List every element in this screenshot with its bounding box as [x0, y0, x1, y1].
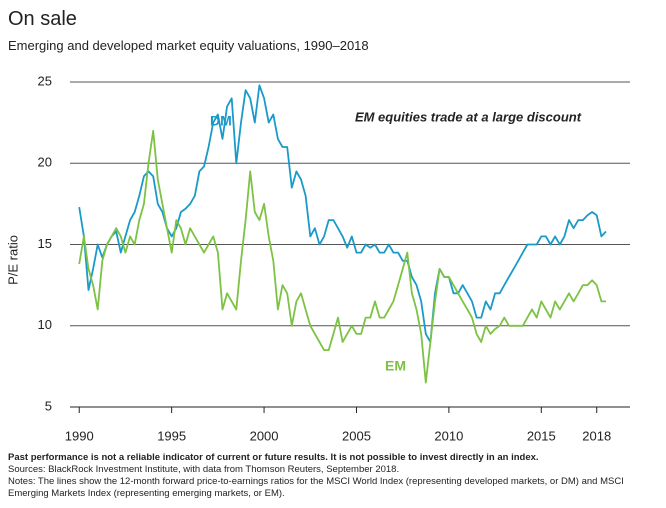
series-line — [78, 129, 606, 384]
y-tick-label: 5 — [45, 398, 52, 413]
y-tick-label: 10 — [38, 317, 52, 332]
title: On sale — [8, 8, 77, 30]
subtitle: Emerging and developed market equity val… — [8, 38, 369, 53]
x-tick-label: 2010 — [434, 428, 463, 443]
annotation: EM equities trade at a large discount — [355, 109, 582, 124]
footnote: Notes: The lines show the 12-month forwa… — [8, 476, 624, 499]
y-axis-label: P/E ratio — [5, 235, 20, 285]
footnote: Sources: BlackRock Investment Institute,… — [8, 464, 400, 475]
footnote: Past performance is not a reliable indic… — [8, 452, 539, 463]
x-tick-label: 1990 — [65, 428, 94, 443]
x-tick-label: 2000 — [250, 428, 279, 443]
annotation: EM — [385, 358, 406, 374]
y-tick-label: 25 — [38, 73, 52, 88]
y-tick-label: 20 — [38, 155, 52, 170]
x-tick-label: 2005 — [342, 428, 371, 443]
footnotes: Past performance is not a reliable indic… — [8, 452, 658, 500]
x-tick-label: 2018 — [582, 428, 611, 443]
y-tick-label: 15 — [38, 236, 52, 251]
x-tick-label: 2015 — [527, 428, 556, 443]
chart: P/E ratio DM EM EM equities trade at a l… — [5, 73, 630, 443]
x-tick-label: 1995 — [157, 428, 186, 443]
